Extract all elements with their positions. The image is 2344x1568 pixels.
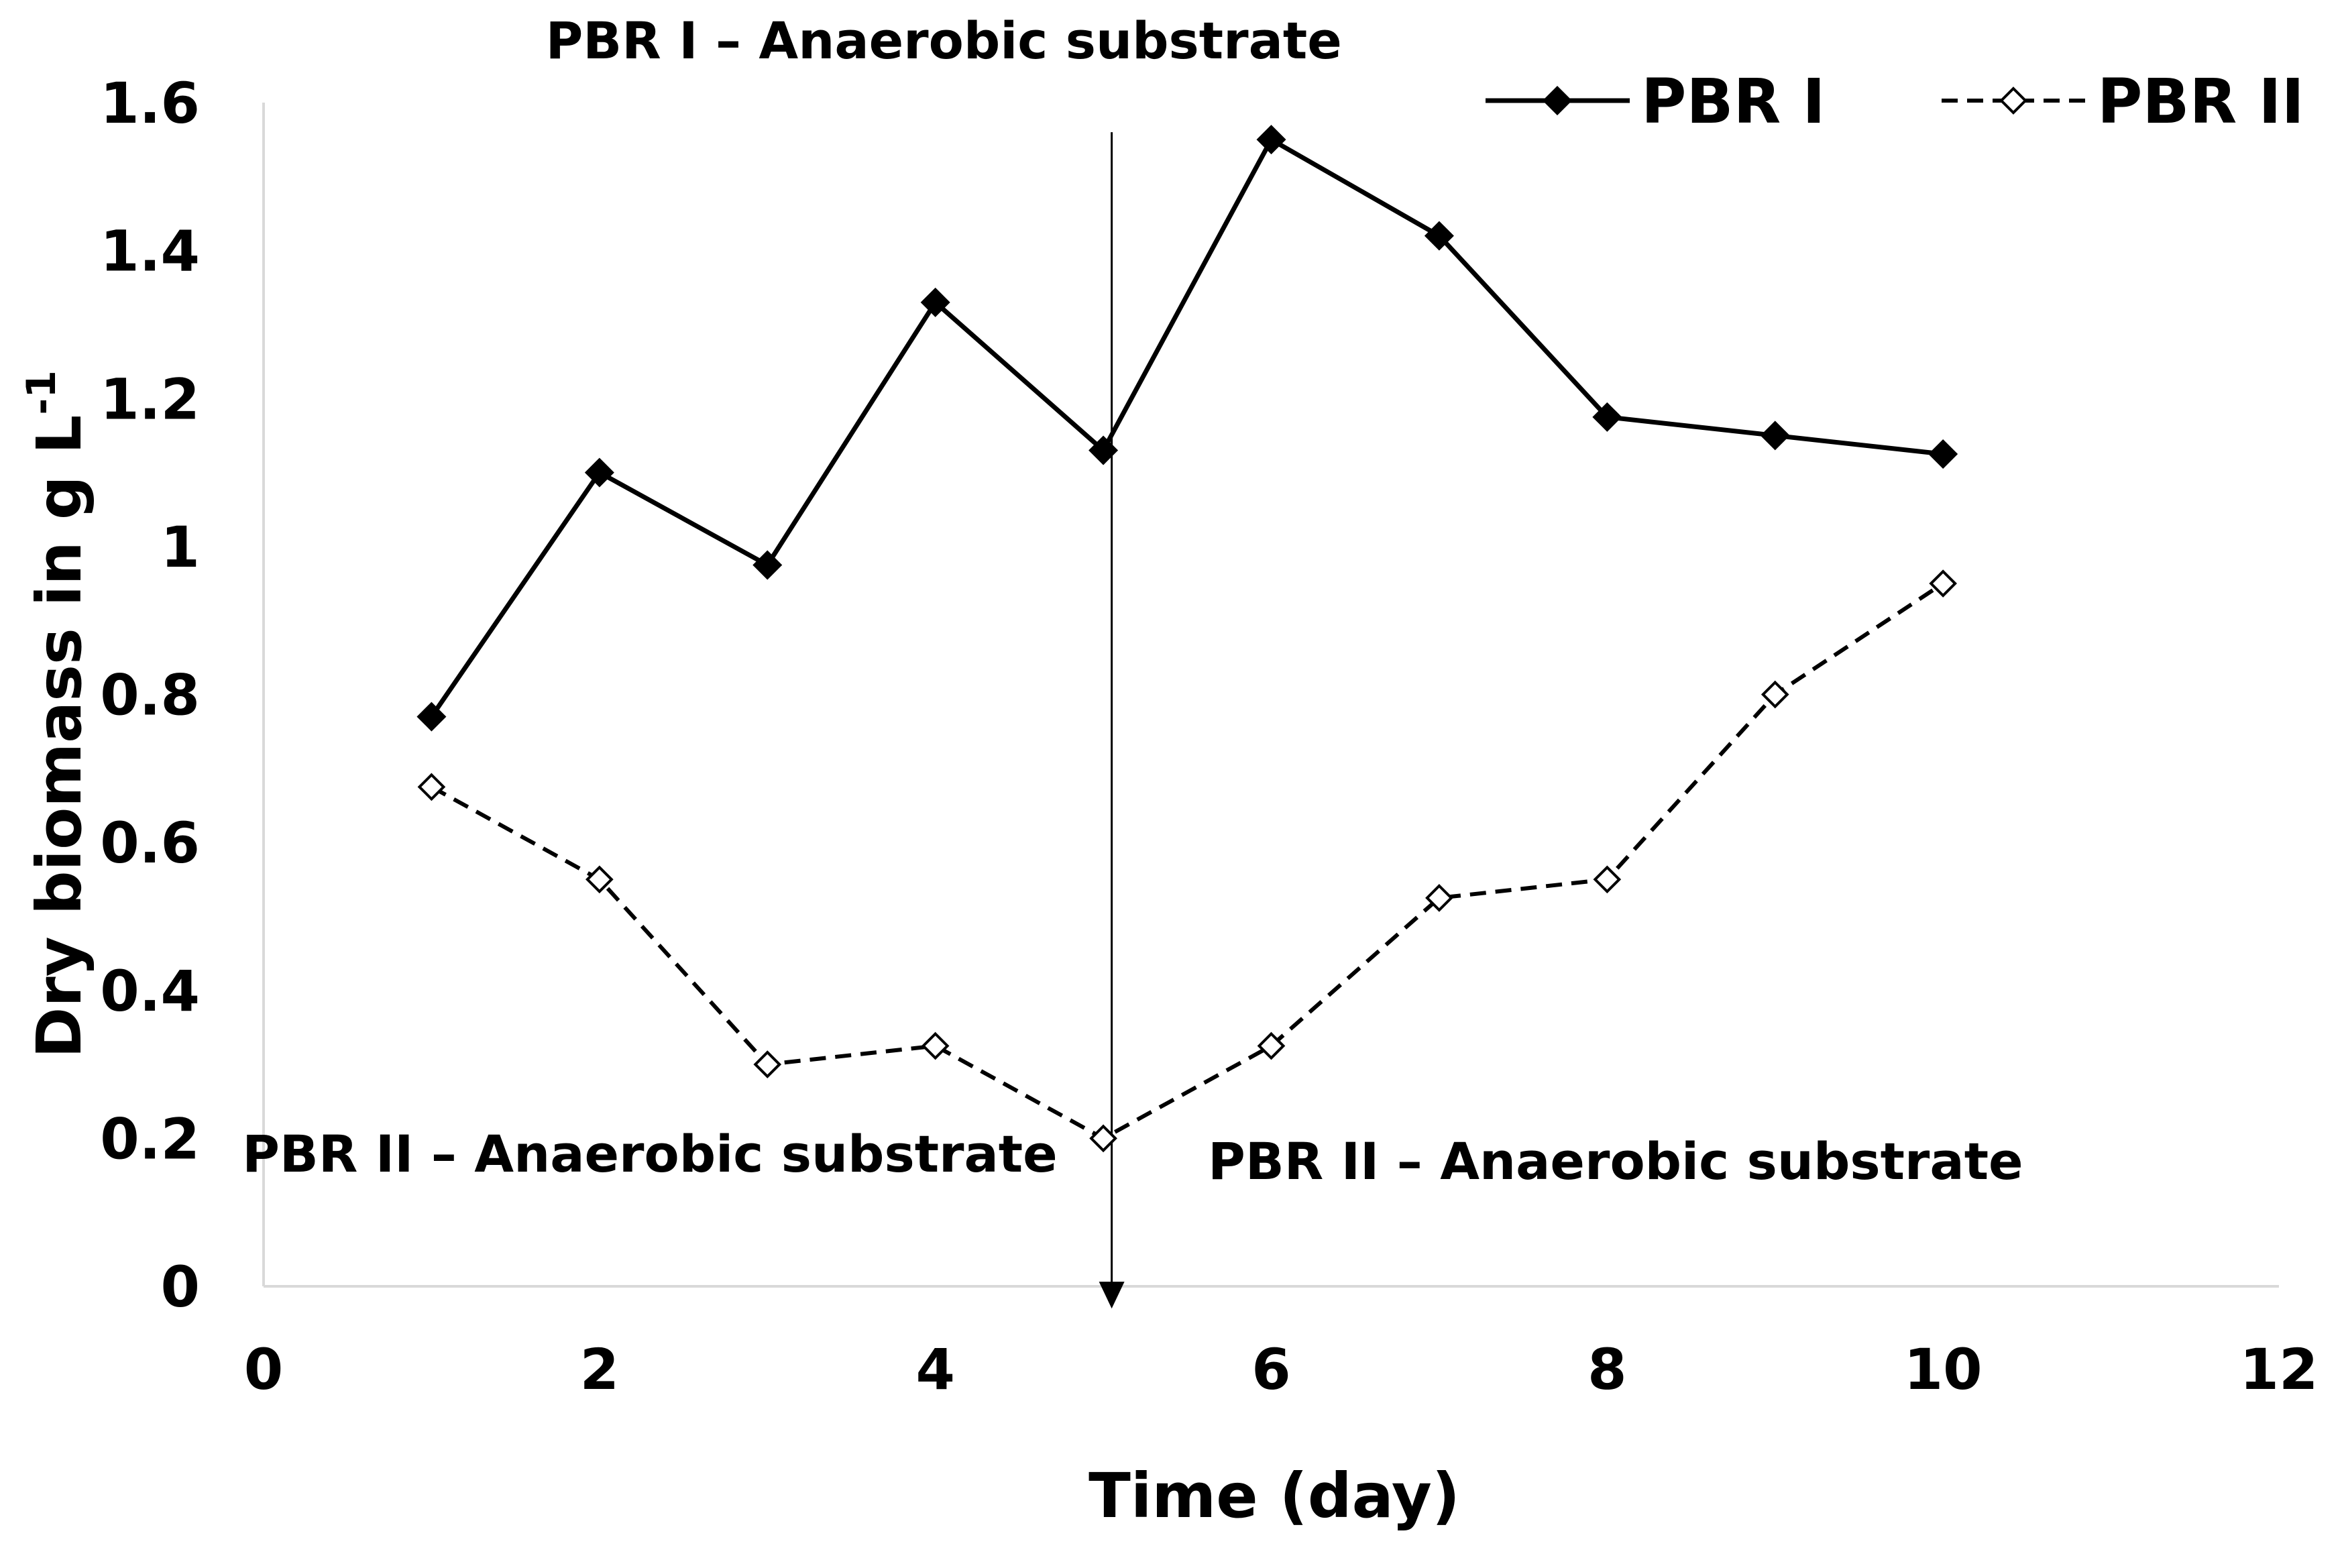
data-point-pbr-ii xyxy=(417,773,446,801)
y-tick-label: 1.6 xyxy=(100,70,200,136)
y-tick-label: 1.2 xyxy=(100,366,200,432)
x-tick-label: 10 xyxy=(1904,1337,1983,1402)
data-point-pbr-i xyxy=(1760,421,1790,451)
x-tick-label: 4 xyxy=(915,1337,954,1402)
y-tick-label: 0.2 xyxy=(100,1106,200,1172)
data-point-pbr-i xyxy=(920,287,950,317)
y-tick-label: 1 xyxy=(161,514,200,580)
annotation-right: PBR II – Anaerobic substrate xyxy=(1208,1131,2023,1191)
legend-label-pbr-ii: PBR II xyxy=(2097,66,2304,137)
series-line-pbr-i xyxy=(429,137,1944,718)
x-axis-title: Time (day) xyxy=(1089,1460,1460,1532)
data-point-pbr-ii xyxy=(921,1031,950,1060)
y-tick-label: 0.8 xyxy=(100,663,200,728)
annotations: PBR I – Anaerobic substrate PBR II – Anae… xyxy=(242,11,2023,1191)
y-tick-label: 1.4 xyxy=(100,219,200,284)
data-point-pbr-ii xyxy=(1761,680,1789,709)
data-point-pbr-i xyxy=(1089,435,1119,465)
data-point-pbr-i xyxy=(752,550,783,580)
data-point-pbr-ii xyxy=(1257,1031,1286,1060)
x-tick-labels: 0 2 4 6 8 10 12 xyxy=(244,1337,2319,1402)
data-point-pbr-ii xyxy=(1425,884,1453,912)
data-point-pbr-i xyxy=(1928,439,1958,469)
y-axis-title-superscript: -1 xyxy=(18,370,65,415)
data-point-pbr-i xyxy=(416,702,447,732)
y-tick-label: 0.6 xyxy=(100,810,200,876)
x-tick-label: 8 xyxy=(1587,1337,1626,1402)
x-tick-label: 6 xyxy=(1251,1337,1290,1402)
data-point-pbr-ii xyxy=(1593,865,1622,894)
axes xyxy=(262,103,2279,1288)
y-axis-title-main: Dry biomass in g L xyxy=(23,415,95,1058)
legend: PBR I PBR II xyxy=(1486,66,2304,137)
data-point-pbr-i xyxy=(584,457,614,488)
annotation-top: PBR I – Anaerobic substrate xyxy=(546,11,1342,70)
data-point-pbr-ii xyxy=(1929,569,1957,598)
annotation-left: PBR II – Anaerobic substrate xyxy=(242,1124,1057,1184)
data-point-pbr-ii xyxy=(585,865,614,894)
divider-arrowhead xyxy=(1099,1282,1125,1309)
y-tick-label: 0.4 xyxy=(100,958,200,1024)
data-point-pbr-i xyxy=(1424,221,1454,251)
data-point-pbr-ii xyxy=(753,1050,782,1078)
x-tick-label: 12 xyxy=(2240,1337,2319,1402)
y-axis-title: Dry biomass in g L-1 xyxy=(18,370,95,1058)
legend-label-pbr-i: PBR I xyxy=(1641,66,1826,137)
data-point-pbr-i xyxy=(1592,402,1622,432)
legend-marker-pbr-ii xyxy=(1999,87,2027,115)
series-layer xyxy=(416,125,1958,1153)
x-tick-label: 0 xyxy=(244,1337,283,1402)
data-point-pbr-i xyxy=(1256,125,1286,155)
series-line-pbr-ii xyxy=(430,581,1944,1141)
y-tick-label: 0 xyxy=(161,1254,200,1320)
data-point-pbr-ii xyxy=(1089,1124,1117,1153)
x-tick-label: 2 xyxy=(580,1337,619,1402)
divider-layer xyxy=(1099,132,1125,1309)
legend-marker-pbr-i xyxy=(1543,86,1572,115)
y-tick-labels: 0 0.2 0.4 0.6 0.8 1 1.2 1.4 1.6 xyxy=(100,70,200,1320)
